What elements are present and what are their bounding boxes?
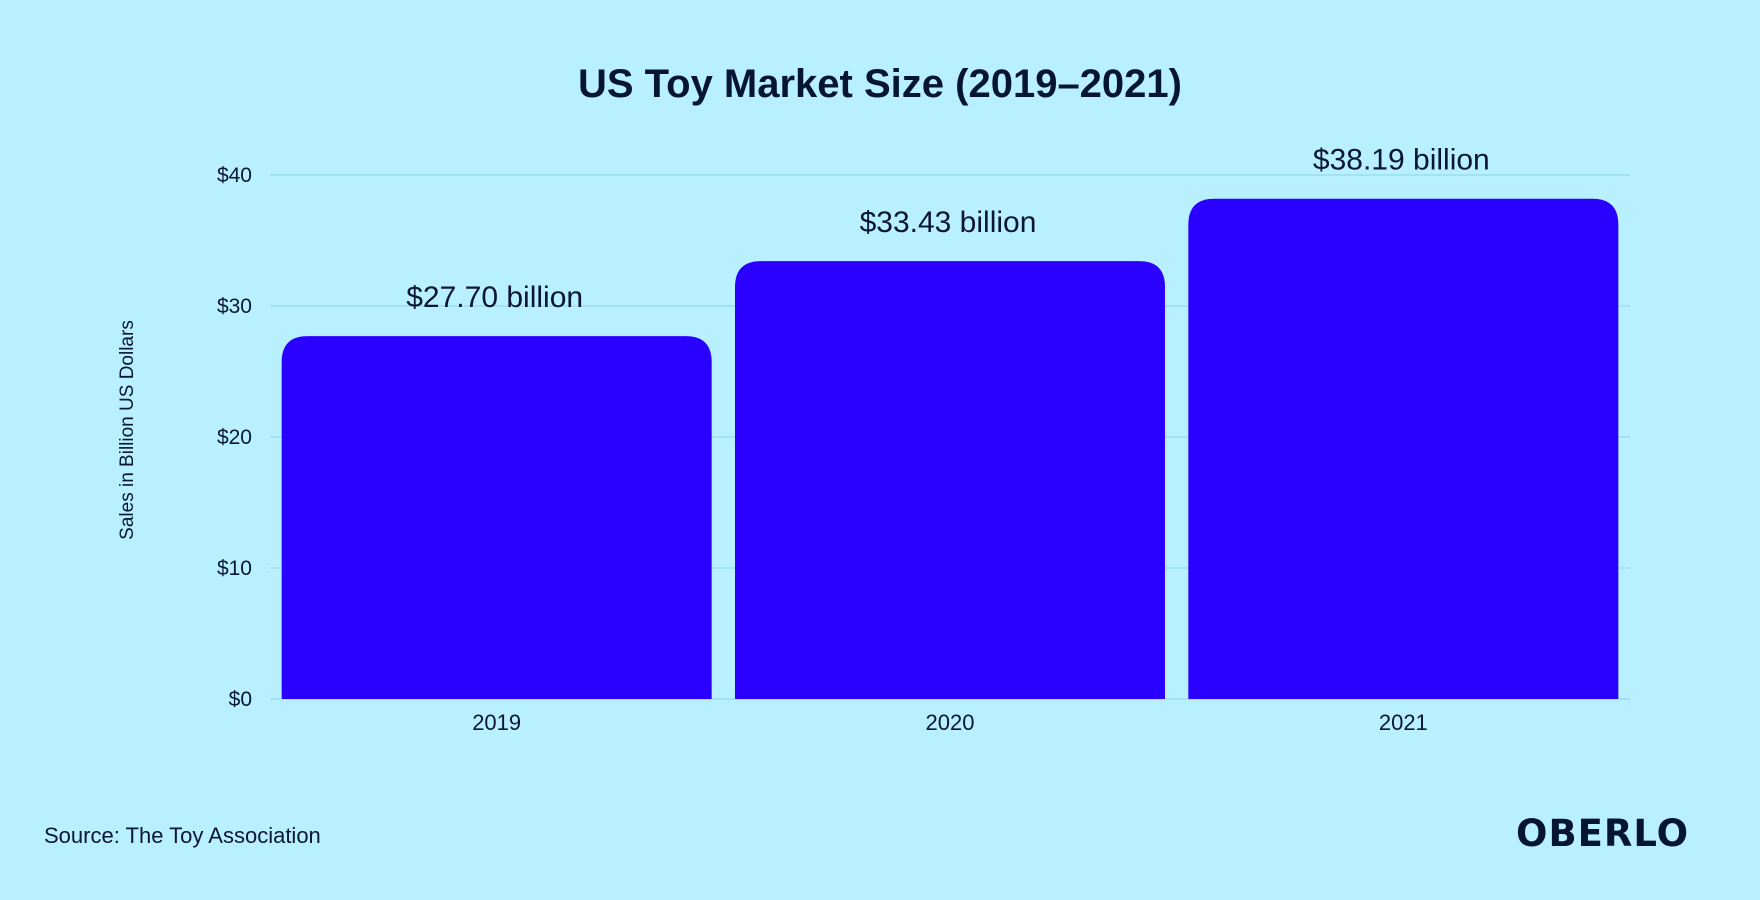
x-tick-label: 2020 bbox=[926, 710, 975, 735]
data-label-2021: $38.19 billion bbox=[1313, 144, 1490, 177]
y-axis-label: Sales in Billion US Dollars bbox=[117, 320, 138, 540]
data-label-2020: $33.43 billion bbox=[860, 206, 1037, 239]
y-tick-label: $0 bbox=[229, 688, 252, 711]
source-note: Source: The Toy Association bbox=[44, 823, 321, 848]
data-labels: $27.70 billion $33.43 billion $38.19 billi… bbox=[406, 144, 1489, 314]
data-label-2019: $27.70 billion bbox=[406, 281, 583, 314]
x-tick-label: 2021 bbox=[1379, 710, 1428, 735]
bars bbox=[281, 198, 1619, 699]
oberlo-logo: OBERLO bbox=[1516, 812, 1690, 855]
y-axis-ticks: $0 $10 $20 $30 $40 bbox=[217, 164, 252, 711]
x-axis-ticks: 2019 2020 2021 bbox=[472, 710, 1428, 735]
bar-2021 bbox=[1188, 198, 1619, 699]
y-tick-label: $30 bbox=[217, 295, 252, 318]
chart-title: US Toy Market Size (2019–2021) bbox=[577, 62, 1182, 106]
x-tick-label: 2019 bbox=[472, 710, 521, 735]
bar-2019 bbox=[281, 336, 712, 699]
bar-2020 bbox=[735, 261, 1165, 699]
y-tick-label: $10 bbox=[217, 557, 252, 580]
y-tick-label: $40 bbox=[217, 164, 252, 187]
y-tick-label: $20 bbox=[217, 426, 252, 449]
